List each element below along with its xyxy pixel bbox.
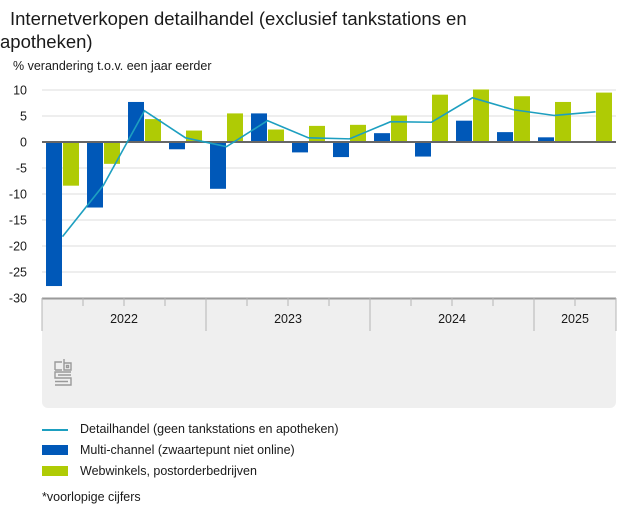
y-tick-label: -20 xyxy=(9,240,27,254)
bar-multichannel xyxy=(333,142,349,158)
bar-multichannel xyxy=(374,133,390,142)
bar-webwinkels xyxy=(514,96,530,142)
bar-multichannel xyxy=(497,132,513,142)
y-axis-unit-label: % verandering t.o.v. een jaar eerder xyxy=(13,59,212,73)
footnote: *voorlopige cijfers xyxy=(42,490,141,504)
bar-webwinkels xyxy=(104,142,120,164)
legend-swatch-box xyxy=(42,466,68,476)
y-tick-label: 10 xyxy=(13,84,27,98)
bar-webwinkels xyxy=(186,130,202,142)
x-axis-panel xyxy=(42,298,616,408)
chart-title-line2: apotheken) xyxy=(0,31,93,52)
chart-title-line1: Internetverkopen detailhandel (exclusief… xyxy=(10,8,467,29)
bar-webwinkels xyxy=(555,101,571,142)
chart-title: Internetverkopen detailhandel (exclusief… xyxy=(0,7,530,53)
bar-multichannel xyxy=(292,142,308,153)
bar-webwinkels xyxy=(63,142,79,186)
x-year-label: 2022 xyxy=(110,312,138,326)
bar-multichannel xyxy=(415,142,431,157)
y-tick-label: -25 xyxy=(9,266,27,280)
y-tick-label: -10 xyxy=(9,188,27,202)
bar-multichannel xyxy=(251,113,267,142)
bar-multichannel xyxy=(46,142,62,287)
bar-webwinkels xyxy=(268,129,284,142)
bar-webwinkels xyxy=(432,94,448,142)
bar-webwinkels xyxy=(473,89,489,142)
bar-webwinkels xyxy=(391,115,407,142)
x-year-label: 2025 xyxy=(561,312,589,326)
legend-swatch-line xyxy=(42,429,68,431)
bar-multichannel xyxy=(538,137,554,142)
x-year-label: 2023 xyxy=(274,312,302,326)
y-tick-label: 5 xyxy=(20,110,27,124)
chart-canvas: 10 5 0 -5 -10 -15 -20 -25 -30 2022 2023 2024 2025 xyxy=(9,84,617,331)
legend-label: Detailhandel (geen tankstations en apoth… xyxy=(80,422,339,436)
legend-swatch-box xyxy=(42,445,68,455)
y-tick-label: 0 xyxy=(20,136,27,150)
bar-webwinkels xyxy=(309,125,325,142)
y-tick-label: -15 xyxy=(9,214,27,228)
cbs-logo-icon xyxy=(54,359,72,386)
legend-label: Webwinkels, postorderbedrijven xyxy=(80,464,257,478)
legend-label: Multi-channel (zwaartepunt niet online) xyxy=(80,443,295,457)
bar-webwinkels xyxy=(145,119,161,142)
y-tick-label: -30 xyxy=(9,292,27,306)
bar-multichannel xyxy=(456,120,472,142)
y-tick-label: -5 xyxy=(16,162,27,176)
bar-multichannel xyxy=(87,142,103,208)
bar-multichannel xyxy=(210,142,226,189)
bar-multichannel xyxy=(169,142,185,150)
line-detailhandel xyxy=(61,96,596,238)
x-year-label: 2024 xyxy=(438,312,466,326)
bar-webwinkels xyxy=(596,92,612,142)
bar-webwinkels xyxy=(227,113,243,142)
